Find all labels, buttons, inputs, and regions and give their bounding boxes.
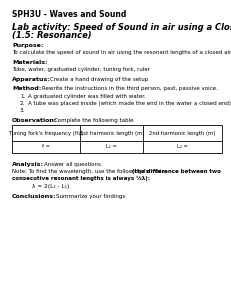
Text: Rewrite the instructions in the third person, past, passive voice.: Rewrite the instructions in the third pe…: [42, 86, 218, 91]
Text: Note: To find the wavelength, use the following formula: Note: To find the wavelength, use the fo…: [12, 169, 167, 174]
Text: Analysis:: Analysis:: [12, 162, 44, 167]
Text: Materials:: Materials:: [12, 60, 48, 65]
Text: λ = 2(L₂ - L₁): λ = 2(L₂ - L₁): [32, 184, 69, 189]
Text: Tuning fork's frequency (Hz): Tuning fork's frequency (Hz): [9, 130, 83, 136]
Text: Complete the following table: Complete the following table: [54, 118, 134, 123]
Text: 2nd harmonic length (m): 2nd harmonic length (m): [149, 130, 216, 136]
Text: (the difference between two: (the difference between two: [132, 169, 221, 174]
Text: Summarize your findings: Summarize your findings: [56, 194, 125, 199]
Text: Purpose:: Purpose:: [12, 43, 43, 48]
Text: Answer all questions.: Answer all questions.: [44, 162, 103, 167]
Text: consecutive resonant lengths is always ½λ):: consecutive resonant lengths is always ½…: [12, 176, 150, 181]
Text: SPH3U - Waves and Sound: SPH3U - Waves and Sound: [12, 10, 126, 19]
Text: 1st harmonic length (m): 1st harmonic length (m): [79, 130, 144, 136]
Text: Tube, water, graduated cylinder, tuning fork, ruler: Tube, water, graduated cylinder, tuning …: [12, 67, 150, 72]
Text: Lab activity: Speed of Sound in air using a Closed Air column: Lab activity: Speed of Sound in air usin…: [12, 23, 231, 32]
Text: A tube was placed inside (which made the end in the water a closed end).: A tube was placed inside (which made the…: [28, 101, 231, 106]
Text: Method:: Method:: [12, 86, 41, 91]
Text: A graduated cylinder was filled with water.: A graduated cylinder was filled with wat…: [28, 94, 146, 99]
Text: Observation:: Observation:: [12, 118, 58, 123]
Text: 2.: 2.: [20, 101, 25, 106]
Text: 1.: 1.: [20, 94, 25, 99]
Text: Apparatus:: Apparatus:: [12, 77, 51, 82]
Text: 3.: 3.: [20, 108, 25, 113]
Bar: [12, 125, 222, 153]
Text: L₁ =: L₁ =: [106, 145, 117, 149]
Text: Conclusions:: Conclusions:: [12, 194, 57, 199]
Text: To calculate the speed of sound in air using the resonant lengths of a closed ai: To calculate the speed of sound in air u…: [12, 50, 231, 55]
Text: f =: f =: [42, 145, 50, 149]
Text: Create a hand drawing of the setup: Create a hand drawing of the setup: [50, 77, 148, 82]
Text: L₂ =: L₂ =: [177, 145, 188, 149]
Text: (1.5: Resonance): (1.5: Resonance): [12, 31, 92, 40]
